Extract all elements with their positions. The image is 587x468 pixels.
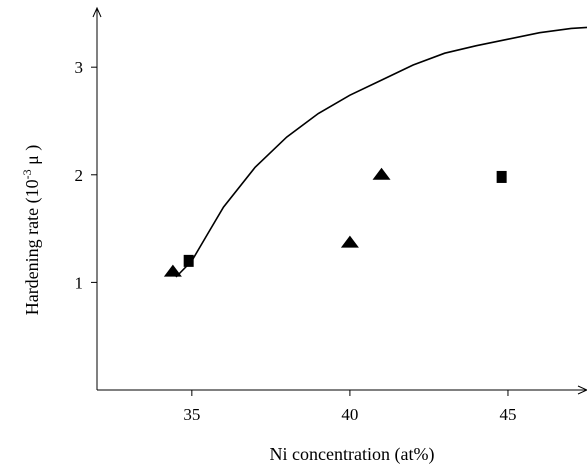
triangle-data-point	[372, 167, 391, 180]
square-data-point	[496, 170, 507, 183]
x-tick-label: 35	[183, 405, 200, 424]
y-tick-label: 2	[75, 166, 84, 185]
x-tick-label: 40	[341, 405, 358, 424]
x-tick-label: 45	[499, 405, 516, 424]
y-axis-title-exponent: -3	[20, 169, 34, 179]
y-axis-title-main: Hardening rate (10	[22, 179, 43, 315]
y-axis-title: Hardening rate (10-3 μ )	[20, 145, 43, 316]
ticks: 35 40 45 1 2 3	[75, 58, 517, 424]
triangle-data-point	[163, 264, 182, 277]
x-axis-title: Ni concentration (at%)	[270, 444, 435, 465]
square-data-point	[183, 254, 194, 267]
y-tick-label: 1	[75, 273, 84, 292]
x-axis-arrowhead	[577, 385, 587, 395]
y-axis-title-unit: μ )	[22, 145, 43, 170]
triangle-data-point	[340, 235, 359, 248]
axes	[92, 6, 587, 395]
y-axis-arrowhead	[92, 6, 102, 18]
data-markers	[163, 167, 507, 277]
y-tick-label: 3	[75, 58, 84, 77]
fit-curve	[175, 26, 587, 278]
